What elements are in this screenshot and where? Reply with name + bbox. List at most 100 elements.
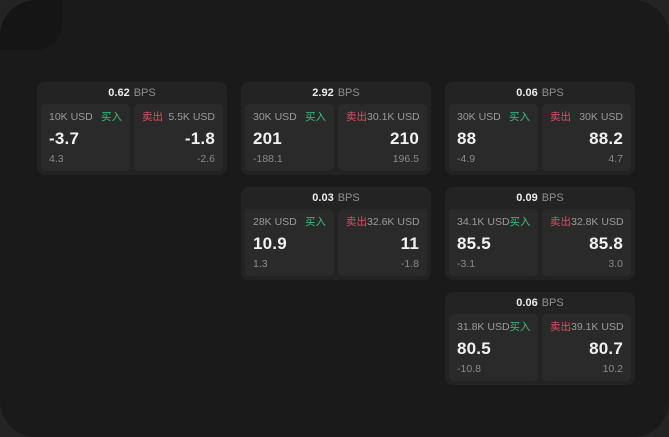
quote-panels: 30K USD 买入 88 -4.9 卖出 30K USD 88.2 4.7 — [449, 104, 631, 171]
quote-panels: 28K USD 买入 10.9 1.3 卖出 32.6K USD 11 -1.8 — [245, 209, 427, 276]
sell-delta: 4.7 — [608, 153, 623, 165]
spread-value: 0.06 — [516, 297, 538, 309]
buy-size: 34.1K USD — [457, 216, 510, 228]
buy-side-label: 买入 — [509, 111, 530, 123]
sell-price: 210 — [390, 128, 419, 148]
buy-delta: 1.3 — [253, 258, 268, 270]
sell-price: 11 — [400, 233, 419, 253]
buy-delta: -4.9 — [457, 153, 476, 165]
spread-value: 2.92 — [312, 87, 334, 99]
buy-side-label: 买入 — [509, 216, 531, 228]
spread-unit-label: BPS — [337, 192, 360, 204]
spread-unit-label: BPS — [337, 87, 360, 99]
quote-panels: 34.1K USD 买入 85.5 -3.1 卖出 32.8K USD 85.8… — [449, 209, 631, 276]
buy-price: 85.5 — [457, 233, 491, 253]
spread-header: 0.06 BPS — [449, 82, 631, 104]
spread-header: 0.03 BPS — [245, 187, 427, 209]
buy-price: 88 — [457, 128, 477, 148]
sell-side-label: 卖出 — [142, 111, 163, 123]
sell-side-label: 卖出 — [346, 216, 367, 228]
sell-delta: 196.5 — [392, 153, 419, 165]
buy-panel[interactable]: 30K USD 买入 88 -4.9 — [449, 104, 538, 171]
spread-header: 0.09 BPS — [449, 187, 631, 209]
spread-value: 0.09 — [516, 192, 538, 204]
sell-delta: -2.6 — [196, 153, 215, 165]
buy-panel-top: 28K USD 买入 — [253, 216, 326, 228]
quote-panels: 10K USD 买入 -3.7 4.3 卖出 5.5K USD -1.8 -2.… — [41, 104, 223, 171]
buy-panel-top: 30K USD 买入 — [253, 111, 326, 123]
sell-size: 32.6K USD — [367, 216, 420, 228]
buy-panel[interactable]: 34.1K USD 买入 85.5 -3.1 — [449, 209, 538, 276]
buy-panel[interactable]: 30K USD 买入 201 -188.1 — [245, 104, 334, 171]
buy-side-label: 买入 — [101, 111, 122, 123]
buy-delta: -10.8 — [457, 363, 481, 375]
spread-unit-label: BPS — [133, 87, 156, 99]
sell-panel-top: 卖出 39.1K USD — [550, 321, 624, 333]
buy-panel[interactable]: 10K USD 买入 -3.7 4.3 — [41, 104, 130, 171]
sell-size: 5.5K USD — [168, 111, 215, 123]
sell-panel-top: 卖出 30.1K USD — [346, 111, 420, 123]
sell-panel[interactable]: 卖出 30.1K USD 210 196.5 — [338, 104, 427, 171]
quote-panels: 31.8K USD 买入 80.5 -10.8 卖出 39.1K USD 80.… — [449, 314, 631, 381]
sell-size: 32.8K USD — [571, 216, 624, 228]
quote-card: 0.06 BPS 31.8K USD 买入 80.5 -10.8 卖出 39.1K… — [445, 292, 635, 385]
sell-price: 85.8 — [589, 233, 623, 253]
sell-panel[interactable]: 卖出 5.5K USD -1.8 -2.6 — [134, 104, 223, 171]
sell-panel-top: 卖出 5.5K USD — [142, 111, 215, 123]
sell-panel-top: 卖出 32.8K USD — [550, 216, 624, 228]
buy-size: 10K USD — [49, 111, 93, 123]
buy-panel[interactable]: 28K USD 买入 10.9 1.3 — [245, 209, 334, 276]
spread-header: 0.06 BPS — [449, 292, 631, 314]
spread-unit-label: BPS — [541, 297, 564, 309]
sell-side-label: 卖出 — [550, 111, 571, 123]
sell-panel[interactable]: 卖出 32.8K USD 85.8 3.0 — [542, 209, 631, 276]
buy-delta: 4.3 — [49, 153, 64, 165]
quote-cards-grid: 0.62 BPS 10K USD 买入 -3.7 4.3 卖出 5.5K USD — [37, 82, 635, 385]
spread-header: 0.62 BPS — [41, 82, 223, 104]
sell-panel-top: 卖出 30K USD — [550, 111, 623, 123]
sell-size: 30K USD — [579, 111, 623, 123]
quote-card: 0.09 BPS 34.1K USD 买入 85.5 -3.1 卖出 32.8K … — [445, 187, 635, 280]
sell-delta: 3.0 — [608, 258, 623, 270]
sell-size: 30.1K USD — [367, 111, 420, 123]
quote-card: 2.92 BPS 30K USD 买入 201 -188.1 卖出 30.1K U… — [241, 82, 431, 175]
spread-value: 0.06 — [516, 87, 538, 99]
spread-value: 0.03 — [312, 192, 334, 204]
buy-size: 31.8K USD — [457, 321, 510, 333]
buy-size: 28K USD — [253, 216, 297, 228]
buy-side-label: 买入 — [305, 216, 326, 228]
sell-delta: 10.2 — [602, 363, 623, 375]
quote-card: 0.06 BPS 30K USD 买入 88 -4.9 卖出 30K USD — [445, 82, 635, 175]
buy-price: 80.5 — [457, 338, 491, 358]
sell-side-label: 卖出 — [550, 216, 571, 228]
sell-side-label: 卖出 — [346, 111, 367, 123]
spread-header: 2.92 BPS — [245, 82, 427, 104]
buy-price: 201 — [253, 128, 282, 148]
buy-panel-top: 34.1K USD 买入 — [457, 216, 531, 228]
sell-side-label: 卖出 — [550, 321, 571, 333]
spread-value: 0.62 — [108, 87, 130, 99]
window-corner-shadow — [0, 0, 62, 50]
buy-delta: -3.1 — [457, 258, 476, 270]
spread-unit-label: BPS — [541, 87, 564, 99]
sell-delta: -1.8 — [400, 258, 419, 270]
sell-panel[interactable]: 卖出 30K USD 88.2 4.7 — [542, 104, 631, 171]
buy-side-label: 买入 — [305, 111, 326, 123]
sell-panel-top: 卖出 32.6K USD — [346, 216, 420, 228]
sell-price: 88.2 — [589, 128, 623, 148]
buy-panel-top: 31.8K USD 买入 — [457, 321, 531, 333]
sell-size: 39.1K USD — [571, 321, 624, 333]
buy-panel[interactable]: 31.8K USD 买入 80.5 -10.8 — [449, 314, 538, 381]
buy-delta: -188.1 — [253, 153, 283, 165]
buy-price: 10.9 — [253, 233, 287, 253]
sell-panel[interactable]: 卖出 39.1K USD 80.7 10.2 — [542, 314, 631, 381]
buy-size: 30K USD — [253, 111, 297, 123]
buy-side-label: 买入 — [509, 321, 531, 333]
sell-panel[interactable]: 卖出 32.6K USD 11 -1.8 — [338, 209, 427, 276]
buy-panel-top: 10K USD 买入 — [49, 111, 122, 123]
buy-panel-top: 30K USD 买入 — [457, 111, 530, 123]
spread-unit-label: BPS — [541, 192, 564, 204]
buy-price: -3.7 — [49, 128, 80, 148]
quote-card: 0.62 BPS 10K USD 买入 -3.7 4.3 卖出 5.5K USD — [37, 82, 227, 175]
